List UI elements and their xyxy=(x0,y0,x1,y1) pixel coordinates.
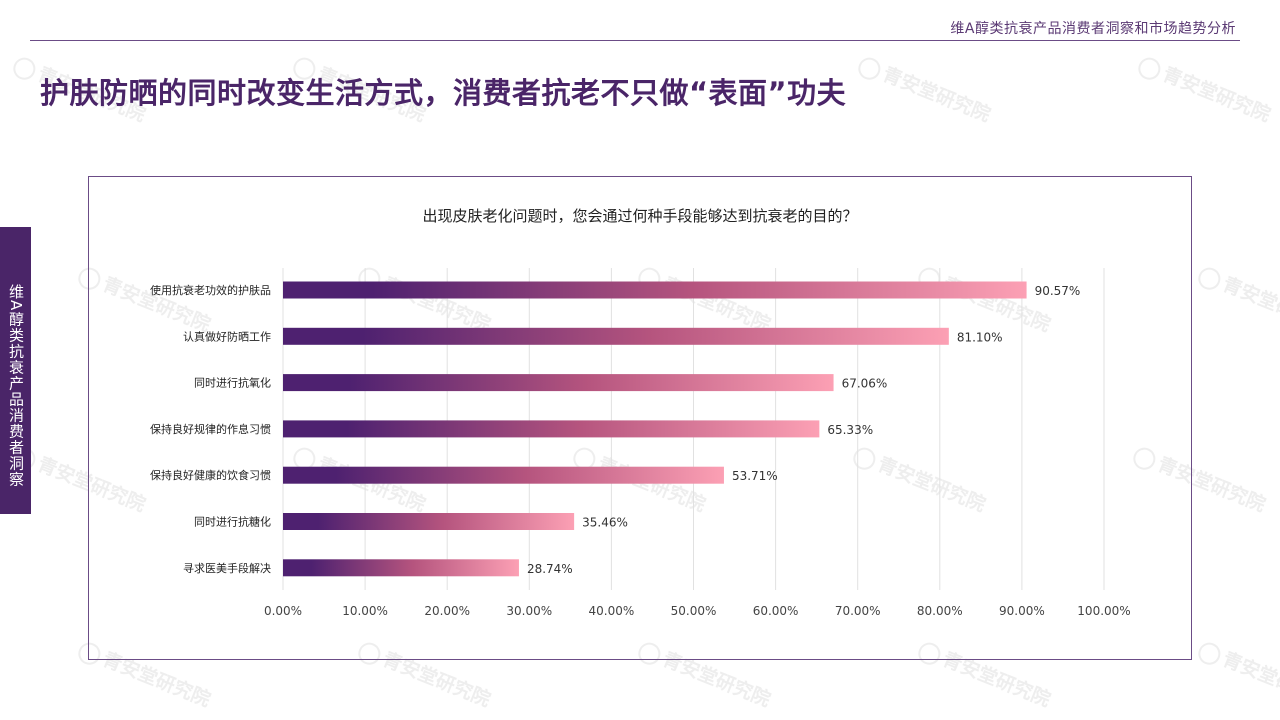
x-tick-label: 70.00% xyxy=(835,604,881,618)
chart-frame xyxy=(88,176,1192,660)
data-label: 81.10% xyxy=(957,330,1003,344)
label-layer: 0.00% 10.00% 20.00% 30.00% 40.00% 50.00% 60.00… xyxy=(150,283,1131,618)
x-tick-label: 20.00% xyxy=(424,604,470,618)
category-label: 认真做好防晒工作 xyxy=(183,329,271,343)
chart-title: 出现皮肤老化问题时，您会通过何种手段能够达到抗衰老的目的？ xyxy=(422,207,858,225)
x-tick-label: 90.00% xyxy=(999,604,1045,618)
x-tick-label: 10.00% xyxy=(342,604,388,618)
bar xyxy=(283,374,834,392)
bar xyxy=(283,420,820,438)
bar-layer xyxy=(283,281,1027,577)
category-label: 保持良好规律的作息习惯 xyxy=(150,422,271,436)
side-section-label: 维A醇类抗衰产品消费者洞察 xyxy=(7,284,25,488)
x-tick-label: 50.00% xyxy=(671,604,717,618)
bar xyxy=(283,466,724,484)
data-label: 65.33% xyxy=(827,423,873,437)
side-section-tab: 维A醇类抗衰产品消费者洞察 xyxy=(0,227,31,514)
x-tick-label: 30.00% xyxy=(506,604,552,618)
category-label: 保持良好健康的饮食习惯 xyxy=(150,468,271,482)
x-tick-label: 40.00% xyxy=(589,604,635,618)
page-title: 护肤防晒的同时改变生活方式，消费者抗老不只做“表面”功夫 xyxy=(40,76,847,110)
data-label: 67.06% xyxy=(842,377,888,391)
header-divider xyxy=(30,40,1240,41)
data-label: 90.57% xyxy=(1035,284,1081,298)
data-label: 28.74% xyxy=(527,562,573,576)
bar xyxy=(283,513,575,530)
category-label: 使用抗衰老功效的护肤品 xyxy=(150,283,271,297)
x-tick-label: 60.00% xyxy=(753,604,799,618)
x-tick-label: 0.00% xyxy=(264,604,302,618)
bar xyxy=(283,281,1027,299)
category-label: 同时进行抗糖化 xyxy=(194,515,271,529)
bar xyxy=(283,559,519,577)
data-label: 35.46% xyxy=(582,516,628,530)
report-title: 维A醇类抗衰产品消费者洞察和市场趋势分析 xyxy=(950,21,1236,37)
category-label: 同时进行抗氧化 xyxy=(194,376,271,390)
data-label: 53.71% xyxy=(732,469,778,483)
category-label: 寻求医美手段解决 xyxy=(183,561,271,575)
x-tick-label: 80.00% xyxy=(917,604,963,618)
bar xyxy=(283,327,949,345)
x-tick-label: 100.00% xyxy=(1077,604,1130,618)
